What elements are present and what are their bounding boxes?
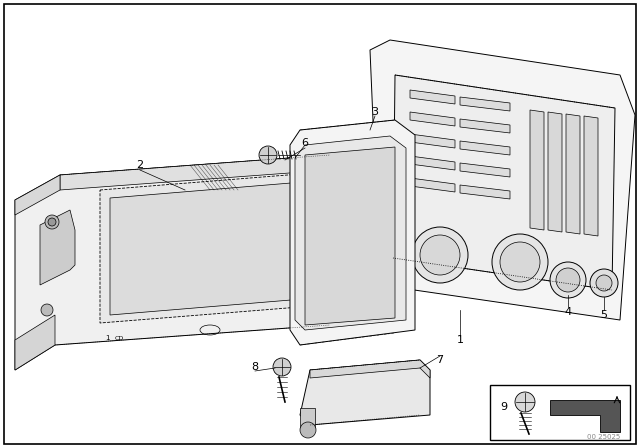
Circle shape — [556, 268, 580, 292]
Text: 4: 4 — [564, 307, 572, 317]
Polygon shape — [530, 110, 544, 230]
Circle shape — [500, 242, 540, 282]
Polygon shape — [300, 360, 430, 425]
Polygon shape — [584, 116, 598, 236]
Polygon shape — [460, 185, 510, 199]
Circle shape — [48, 218, 56, 226]
Polygon shape — [393, 75, 615, 290]
Polygon shape — [15, 175, 60, 215]
Bar — [490, 385, 630, 440]
Polygon shape — [60, 155, 340, 190]
Text: 5: 5 — [600, 310, 607, 320]
Text: 00 25025: 00 25025 — [587, 434, 620, 440]
Text: 7: 7 — [436, 355, 444, 365]
Polygon shape — [15, 155, 340, 370]
Polygon shape — [310, 360, 430, 378]
Text: 1: 1 — [105, 335, 109, 341]
Circle shape — [590, 269, 618, 297]
Polygon shape — [305, 147, 395, 325]
Circle shape — [300, 422, 316, 438]
Circle shape — [492, 234, 548, 290]
Circle shape — [550, 262, 586, 298]
Polygon shape — [566, 114, 580, 234]
Polygon shape — [410, 156, 455, 170]
Polygon shape — [460, 141, 510, 155]
Text: 8: 8 — [252, 362, 259, 372]
Polygon shape — [460, 163, 510, 177]
Circle shape — [596, 275, 612, 291]
Text: 1: 1 — [456, 335, 463, 345]
Polygon shape — [100, 172, 325, 323]
Polygon shape — [410, 134, 455, 148]
Circle shape — [420, 235, 460, 275]
Circle shape — [412, 227, 468, 283]
Circle shape — [273, 358, 291, 376]
Polygon shape — [410, 90, 455, 104]
Polygon shape — [370, 40, 635, 320]
Text: 2: 2 — [136, 160, 143, 170]
Text: CD: CD — [115, 336, 124, 341]
Polygon shape — [548, 112, 562, 232]
Polygon shape — [290, 120, 415, 345]
Text: 9: 9 — [500, 402, 507, 412]
Polygon shape — [410, 112, 455, 126]
Circle shape — [41, 304, 53, 316]
Text: 6: 6 — [301, 138, 308, 148]
Circle shape — [45, 215, 59, 229]
Text: 3: 3 — [371, 107, 378, 117]
Polygon shape — [15, 315, 55, 370]
Polygon shape — [295, 136, 406, 330]
Polygon shape — [550, 400, 620, 432]
Polygon shape — [460, 119, 510, 133]
Circle shape — [515, 392, 535, 412]
Circle shape — [259, 146, 277, 164]
Polygon shape — [410, 178, 455, 192]
Polygon shape — [460, 97, 510, 111]
Polygon shape — [300, 408, 315, 430]
Polygon shape — [40, 210, 75, 285]
Polygon shape — [110, 181, 315, 315]
